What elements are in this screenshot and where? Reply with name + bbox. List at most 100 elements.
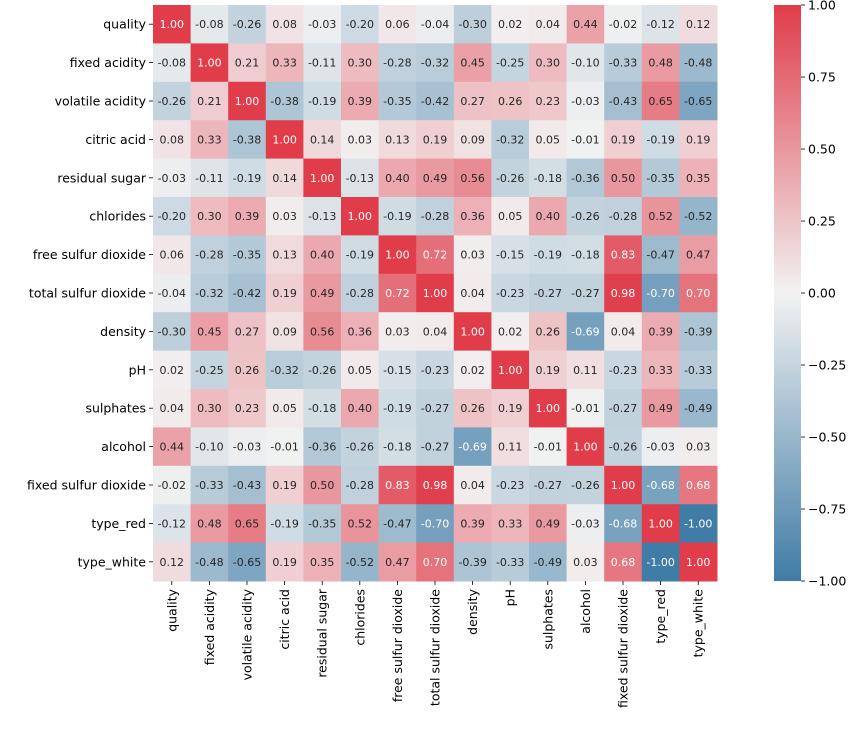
cell-value-label: -0.28 — [195, 249, 223, 262]
heatmap-cell-quality--chlorides — [341, 5, 380, 44]
heatmap-cell-alcohol--volatile-acidity — [228, 427, 267, 467]
cell-value-label: -0.18 — [571, 249, 599, 262]
heatmap-cell-citric-acid--quality — [153, 120, 192, 160]
heatmap-cell-ph--alcohol — [566, 350, 605, 390]
cell-value-label: -0.43 — [609, 95, 637, 108]
cell-value-label: 0.08 — [272, 18, 297, 31]
heatmap-cell-sulphates--citric-acid — [265, 389, 304, 428]
cell-value-label: 0.50 — [611, 172, 636, 185]
heatmap-cell-ph--fixed-acidity — [190, 350, 229, 390]
cell-value-label: 1.00 — [385, 249, 410, 262]
cell-value-label: -0.30 — [158, 325, 186, 338]
cell-value-label: -0.03 — [233, 441, 261, 454]
heatmap-cell-free-sulfur-dioxide--type-red — [641, 235, 680, 275]
cell-value-label: -0.03 — [646, 441, 674, 454]
cell-value-label: -0.39 — [684, 325, 712, 338]
cell-value-label: 0.27 — [460, 95, 485, 108]
heatmap-cell-total-sulfur-dioxide--ph — [491, 273, 530, 313]
cell-value-label: 0.03 — [348, 133, 373, 146]
cell-value-label: 0.83 — [385, 479, 410, 492]
cell-value-label: 0.33 — [498, 517, 523, 530]
cell-value-label: 1.00 — [611, 479, 636, 492]
heatmap-cell-total-sulfur-dioxide--density — [453, 273, 492, 313]
cell-value-label: -0.01 — [571, 402, 599, 415]
heatmap-cell-free-sulfur-dioxide--alcohol — [566, 235, 605, 275]
cell-value-label: -0.03 — [571, 517, 599, 530]
heatmap-cell-total-sulfur-dioxide--residual-sugar — [303, 273, 342, 313]
cell-value-label: -0.28 — [383, 57, 411, 70]
cell-value-label: -0.35 — [383, 95, 411, 108]
heatmap-cell-free-sulfur-dioxide--ph — [491, 235, 530, 275]
heatmap-cell-residual-sugar--type-red — [641, 158, 680, 198]
cell-value-label: -0.48 — [195, 556, 223, 569]
cell-value-label: -0.20 — [158, 210, 186, 223]
heatmap-cell-ph--quality — [153, 350, 192, 390]
cell-value-label: 0.30 — [536, 57, 561, 70]
heatmap-cell-quality--volatile-acidity — [228, 5, 267, 44]
cell-value-label: -0.25 — [195, 364, 223, 377]
cell-value-label: 0.21 — [197, 95, 222, 108]
cell-value-label: -0.69 — [571, 325, 599, 338]
heatmap-cell-quality--total-sulfur-dioxide — [416, 5, 455, 44]
heatmap-cell-fixed-acidity--type-white — [679, 43, 718, 83]
cell-value-label: -0.38 — [270, 95, 298, 108]
cell-value-label: -0.02 — [158, 479, 186, 492]
row-label-ph: pH — [129, 362, 146, 377]
cell-value-label: -0.08 — [195, 18, 223, 31]
colorbar-tick-label: 0.50 — [808, 142, 836, 157]
cell-value-label: -0.27 — [534, 287, 562, 300]
cell-value-label: 0.35 — [310, 556, 335, 569]
colorbar: 1.00 0.75 0.50 0.25 0.00 −0.25 −0.50 −0.75 −1.00 — [774, 0, 846, 589]
row-label-fixed-sulfur-dioxide: fixed sulfur dioxide — [27, 478, 146, 493]
cell-value-label: -0.11 — [308, 57, 336, 70]
heatmap-cell-sulphates--alcohol — [566, 389, 605, 428]
heatmap-cell-type-red--ph — [491, 504, 530, 544]
cell-value-label: -0.20 — [346, 18, 374, 31]
cell-value-label: 0.19 — [272, 287, 297, 300]
cell-value-label: 0.52 — [348, 517, 373, 530]
cell-value-label: -0.18 — [308, 402, 336, 415]
heatmap-cell-chlorides--citric-acid — [265, 197, 304, 236]
heatmap-cell-density--alcohol — [566, 312, 605, 352]
row-label-total-sulfur-dioxide: total sulfur dioxide — [29, 286, 146, 301]
cell-value-label: 0.02 — [160, 364, 185, 377]
cell-value-label: -0.39 — [458, 556, 486, 569]
col-label-residual-sugar: residual sugar — [315, 588, 330, 678]
heatmap-cell-type-red--free-sulfur-dioxide — [378, 504, 417, 544]
heatmap-cell-type-red--quality — [153, 504, 192, 544]
cell-value-label: 0.12 — [160, 556, 185, 569]
cell-value-label: 0.23 — [536, 95, 561, 108]
heatmap-cell-density--sulphates — [529, 312, 568, 352]
heatmap-cell-ph--residual-sugar — [303, 350, 342, 390]
row-label-residual-sugar: residual sugar — [57, 170, 147, 185]
heatmap-cell-residual-sugar--citric-acid — [265, 158, 304, 198]
heatmap-cell-quality--type-white — [679, 5, 718, 44]
cell-value-label: -0.26 — [571, 210, 599, 223]
row-label-type-white: type_white — [78, 554, 147, 569]
cell-value-label: 1.00 — [197, 57, 222, 70]
cell-value-label: 1.00 — [310, 172, 335, 185]
cell-value-label: -0.27 — [421, 402, 449, 415]
cell-value-label: -0.11 — [195, 172, 223, 185]
cell-value-label: -0.26 — [308, 364, 336, 377]
heatmap-cell-chlorides--free-sulfur-dioxide — [378, 197, 417, 236]
heatmap-cell-chlorides--fixed-sulfur-dioxide — [604, 197, 643, 236]
cell-value-label: -0.70 — [421, 517, 449, 530]
heatmap-cell-residual-sugar--density — [453, 158, 492, 198]
heatmap-cell-sulphates--quality — [153, 389, 192, 428]
heatmap-cell-free-sulfur-dioxide--fixed-acidity — [190, 235, 229, 275]
cell-value-label: -0.19 — [346, 249, 374, 262]
cell-value-label: -0.04 — [158, 287, 186, 300]
heatmap-cell-free-sulfur-dioxide--chlorides — [341, 235, 380, 275]
heatmap-cell-density--density — [453, 312, 492, 352]
heatmap-cell-fixed-acidity--free-sulfur-dioxide — [378, 43, 417, 83]
cell-value-label: -0.04 — [421, 18, 449, 31]
cell-value-label: 0.72 — [423, 249, 448, 262]
cell-value-label: 0.49 — [310, 287, 335, 300]
cell-value-label: -0.28 — [346, 287, 374, 300]
heatmap-cell-alcohol--density — [453, 427, 492, 467]
heatmap-cell-type-white--free-sulfur-dioxide — [378, 542, 417, 582]
heatmap-cell-fixed-acidity--ph — [491, 43, 530, 83]
heatmap-cell-total-sulfur-dioxide--fixed-sulfur-dioxide — [604, 273, 643, 313]
heatmap-cell-free-sulfur-dioxide--quality — [153, 235, 192, 275]
